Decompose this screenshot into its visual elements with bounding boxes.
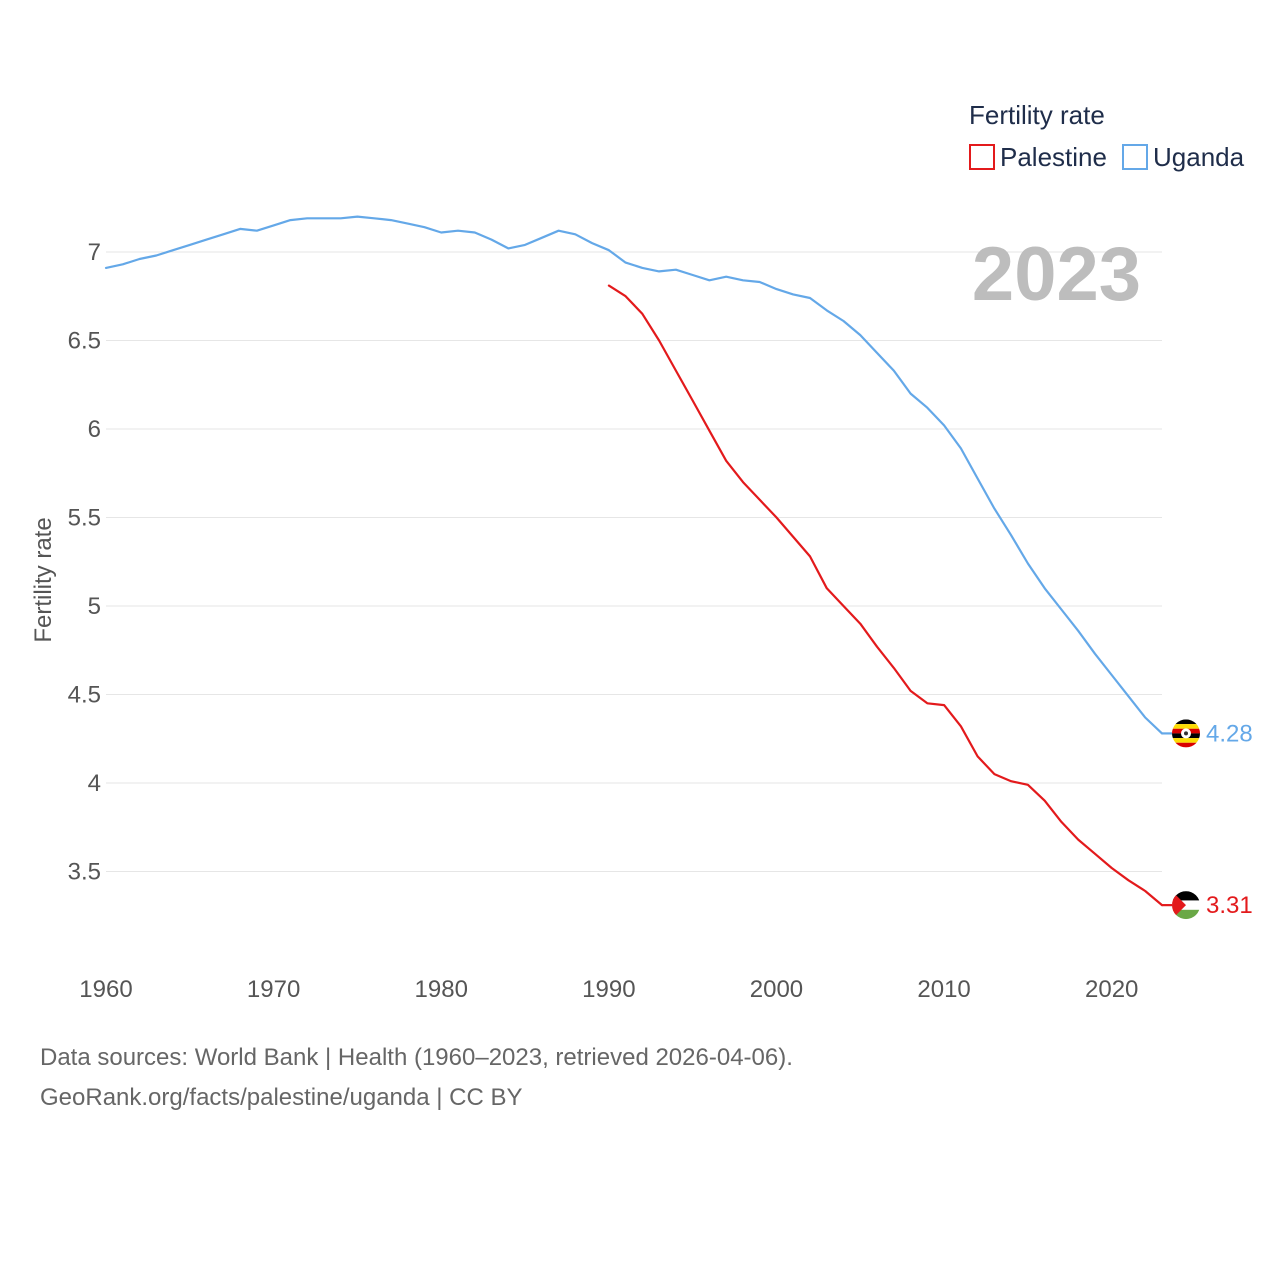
y-tick-label: 6 [88, 416, 101, 443]
end-value-label-uganda: 4.28 [1206, 720, 1253, 747]
end-value-label-palestine: 3.31 [1206, 892, 1253, 919]
legend-swatch-palestine[interactable] [969, 144, 995, 170]
x-tick-label: 2000 [750, 976, 803, 1003]
y-tick-label: 7 [88, 239, 101, 266]
gridlines [106, 251, 1162, 872]
y-tick-label: 4.5 [68, 681, 101, 708]
uganda-flag-icon [1172, 719, 1200, 748]
legend: Fertility rate Palestine Uganda [969, 100, 1245, 172]
y-tick-label: 6.5 [68, 327, 101, 354]
x-tick-label: 1980 [415, 976, 468, 1003]
y-tick-label: 3.5 [68, 858, 101, 885]
legend-title: Fertility rate [969, 100, 1105, 130]
x-axis-ticks: 1960 1970 1980 1990 2000 2010 2020 [79, 976, 1138, 1003]
x-tick-label: 2020 [1085, 976, 1138, 1003]
y-axis-ticks: 3.5 4 4.5 5 5.5 6 6.5 7 [68, 239, 101, 886]
y-axis-title: Fertility rate [30, 517, 57, 642]
series-lines [104, 215, 1172, 907]
x-tick-label: 1970 [247, 976, 300, 1003]
y-tick-label: 4 [88, 770, 101, 797]
palestine-flag-icon [1172, 891, 1200, 920]
x-tick-label: 1960 [79, 976, 132, 1003]
x-tick-label: 2010 [917, 976, 970, 1003]
legend-label-uganda[interactable]: Uganda [1153, 142, 1245, 172]
series-line-uganda[interactable] [104, 215, 1164, 735]
footer-credit[interactable]: GeoRank.org/facts/palestine/uganda | CC … [40, 1084, 523, 1111]
legend-swatch-uganda[interactable] [1122, 144, 1148, 170]
legend-label-palestine[interactable]: Palestine [1000, 142, 1107, 172]
footer-source: Data sources: World Bank | Health (1960–… [40, 1044, 793, 1071]
year-watermark: 2023 [972, 232, 1141, 317]
x-tick-label: 1990 [582, 976, 635, 1003]
y-tick-label: 5.5 [68, 504, 101, 531]
y-tick-label: 5 [88, 593, 101, 620]
series-line-palestine[interactable] [607, 284, 1164, 907]
